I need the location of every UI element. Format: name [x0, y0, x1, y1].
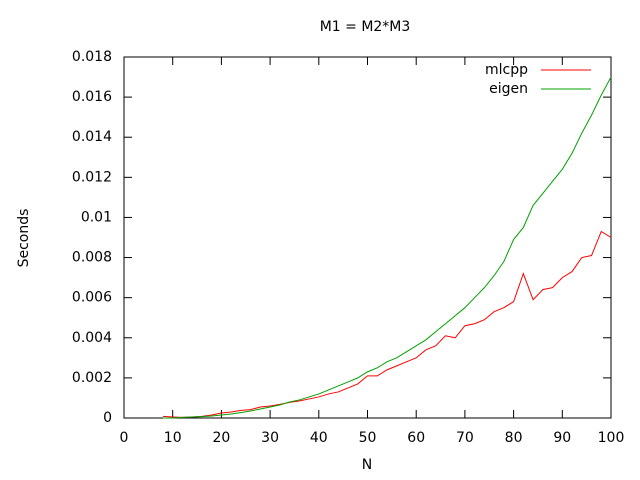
x-tick-label: 0	[120, 430, 129, 446]
y-tick-label: 0.018	[72, 49, 112, 65]
y-tick-label: 0.002	[72, 370, 112, 386]
y-axis-label: Seconds	[16, 209, 32, 268]
x-tick-label: 100	[598, 430, 625, 446]
x-tick-label: 80	[505, 430, 523, 446]
data-line	[162, 230, 612, 418]
x-tick-label: 60	[407, 430, 425, 446]
legend-label: mlcpp	[485, 62, 528, 78]
y-tick-label: 0.008	[72, 250, 112, 266]
x-tick-label: 20	[212, 430, 230, 446]
data-line	[162, 76, 612, 419]
x-axis-label: N	[362, 457, 372, 473]
x-tick-label: 10	[164, 430, 182, 446]
plot-border	[123, 56, 612, 419]
y-tick-label: 0.016	[72, 89, 112, 105]
y-tick-label: 0.014	[72, 129, 112, 145]
x-tick-label: 70	[456, 430, 474, 446]
y-tick-label: 0.012	[72, 169, 112, 185]
y-tick-label: 0.004	[72, 330, 112, 346]
x-tick-label: 40	[310, 430, 328, 446]
y-tick-label: 0.006	[72, 290, 112, 306]
chart-title: M1 = M2*M3	[320, 19, 411, 35]
y-tick-label: 0.01	[81, 209, 112, 225]
y-tick-label: 0	[103, 410, 112, 426]
x-tick-label: 50	[359, 430, 377, 446]
x-tick-label: 30	[261, 430, 279, 446]
x-tick-label: 90	[553, 430, 571, 446]
legend-label: eigen	[489, 81, 528, 97]
